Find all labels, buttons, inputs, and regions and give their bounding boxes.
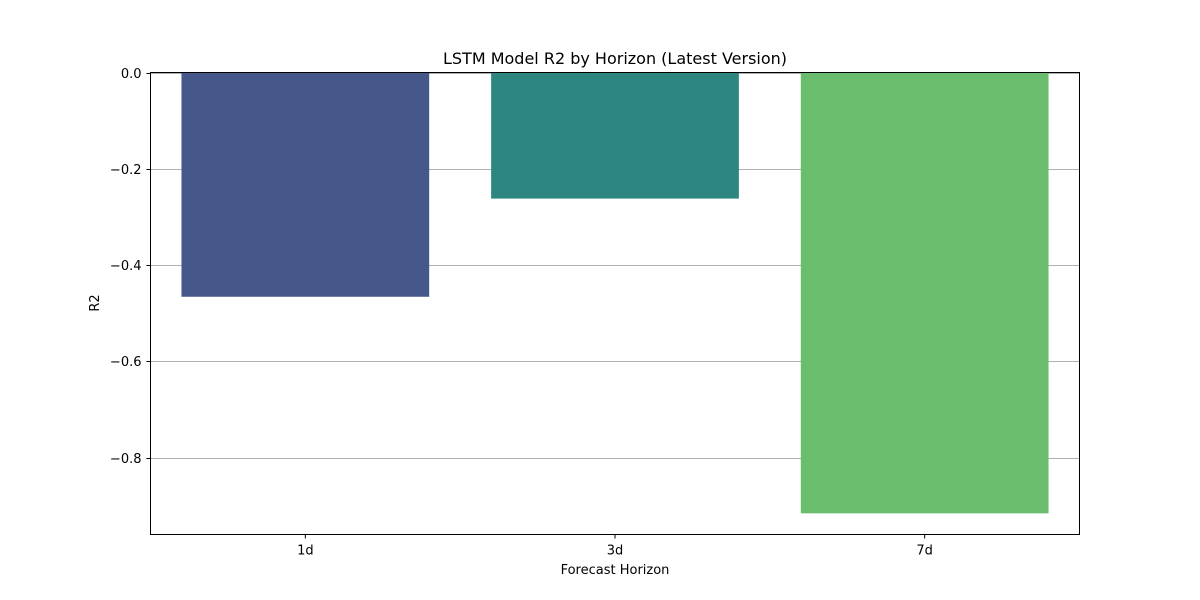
bar-3d xyxy=(491,72,739,199)
x-axis-ticks: 1d 3d 7d xyxy=(297,534,933,559)
x-axis-label: Forecast Horizon xyxy=(561,563,670,578)
x-tick-label: 7d xyxy=(916,544,933,559)
chart-title: LSTM Model R2 by Horizon (Latest Version… xyxy=(443,49,787,68)
y-tick-label: 0.0 xyxy=(121,67,142,82)
y-tick-label: −0.2 xyxy=(110,163,142,178)
y-tick-label: −0.4 xyxy=(110,259,142,274)
y-tick-label: −0.6 xyxy=(110,355,142,370)
bars xyxy=(181,72,1049,514)
y-axis-label: R2 xyxy=(88,294,103,311)
x-tick-label: 3d xyxy=(607,544,624,559)
y-axis-ticks: 0.0 −0.2 −0.4 −0.6 −0.8 xyxy=(110,67,151,467)
bar-7d xyxy=(800,72,1049,514)
x-tick-label: 1d xyxy=(297,544,314,559)
bar-1d xyxy=(181,72,430,297)
y-tick-label: −0.8 xyxy=(110,452,142,467)
